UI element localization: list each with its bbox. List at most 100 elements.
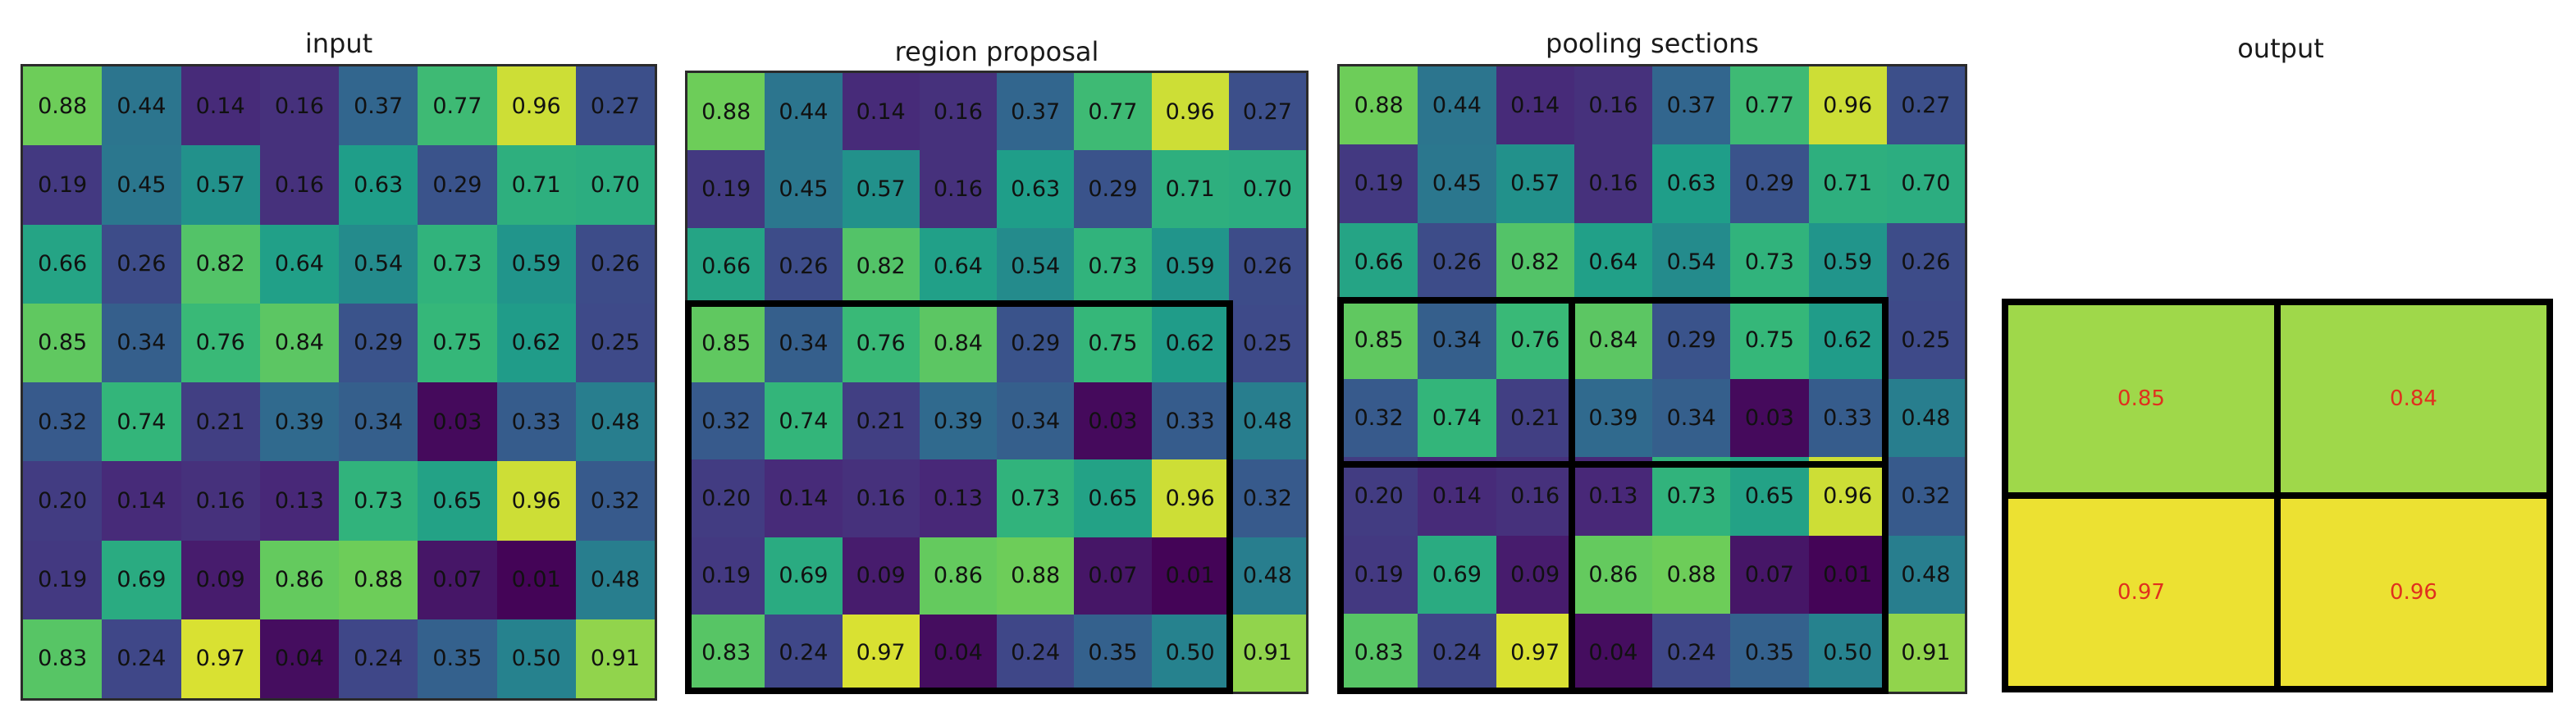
matrix-cell: 0.21	[842, 382, 920, 460]
matrix-cell: 0.16	[180, 461, 260, 541]
matrix-cell: 0.71	[1808, 144, 1887, 223]
matrix-cell: 0.13	[1573, 457, 1652, 536]
matrix-cell: 0.75	[1730, 300, 1809, 379]
matrix-cell: 0.69	[102, 540, 181, 619]
matrix-cell: 0.21	[180, 382, 260, 462]
matrix-cell: 0.26	[102, 224, 181, 304]
matrix-cell: 0.13	[259, 461, 339, 541]
matrix-cell: 0.54	[1652, 222, 1731, 301]
matrix-cell: 0.48	[1886, 379, 1965, 458]
matrix-cell: 0.32	[1340, 379, 1418, 458]
matrix-cell: 0.70	[1886, 144, 1965, 223]
matrix-cell: 0.07	[1074, 537, 1152, 615]
output-title: output	[2237, 33, 2324, 64]
output-cell-1-1: 0.96	[2281, 499, 2546, 686]
matrix-cell: 0.65	[418, 461, 497, 541]
matrix-cell: 0.48	[1228, 537, 1306, 615]
matrix-cell: 0.57	[180, 145, 260, 225]
matrix-cell: 0.70	[1228, 150, 1306, 228]
matrix-cell: 0.25	[1228, 304, 1306, 382]
matrix-cell: 0.26	[765, 227, 843, 305]
matrix-cell: 0.37	[1652, 66, 1731, 145]
matrix-cell: 0.19	[687, 150, 765, 228]
matrix-cell: 0.16	[1573, 66, 1652, 145]
matrix-cell: 0.44	[1418, 66, 1496, 145]
matrix-cell: 0.65	[1730, 457, 1809, 536]
matrix-cell: 0.37	[339, 66, 418, 146]
matrix-cell: 0.37	[997, 73, 1075, 151]
matrix-cell: 0.77	[418, 66, 497, 146]
matrix-cell: 0.16	[1573, 144, 1652, 223]
matrix-cell: 0.14	[102, 461, 181, 541]
matrix-cell: 0.32	[1228, 459, 1306, 537]
matrix-cell: 0.86	[259, 540, 339, 619]
matrix-cell: 0.71	[1151, 150, 1229, 228]
matrix-cell: 0.74	[102, 382, 181, 462]
matrix-cell: 0.27	[575, 66, 655, 146]
matrix-cell: 0.29	[418, 145, 497, 225]
matrix-cell: 0.34	[339, 382, 418, 462]
matrix-cell: 0.84	[259, 303, 339, 382]
matrix-cell: 0.20	[1340, 457, 1418, 536]
matrix-cell: 0.96	[1808, 66, 1887, 145]
matrix-cell: 0.91	[575, 619, 655, 698]
matrix-cell: 0.44	[102, 66, 181, 146]
matrix-cell: 0.20	[687, 459, 765, 537]
matrix-cell: 0.50	[1808, 613, 1887, 692]
matrix-cell: 0.24	[997, 614, 1075, 692]
matrix-cell: 0.85	[1340, 300, 1418, 379]
matrix-cell: 0.88	[339, 540, 418, 619]
matrix-cell: 0.62	[1151, 304, 1229, 382]
matrix-cell: 0.82	[1496, 222, 1574, 301]
matrix-cell: 0.96	[1808, 457, 1887, 536]
matrix-cell: 0.69	[1418, 535, 1496, 614]
matrix-cell: 0.39	[1573, 379, 1652, 458]
matrix-cell: 0.96	[1151, 73, 1229, 151]
matrix-cell: 0.73	[1730, 222, 1809, 301]
matrix-cell: 0.04	[919, 614, 997, 692]
matrix-cell: 0.26	[575, 224, 655, 304]
matrix-cell: 0.85	[687, 304, 765, 382]
matrix-cell: 0.26	[1886, 222, 1965, 301]
matrix-cell: 0.57	[1496, 144, 1574, 223]
matrix-cell: 0.76	[1496, 300, 1574, 379]
matrix-cell: 0.63	[997, 150, 1075, 228]
matrix-cell: 0.24	[339, 619, 418, 698]
matrix-cell: 0.66	[23, 224, 103, 304]
input-grid: 0.88 0.44 0.14 0.16 0.37 0.77 0.96 0.27 0.19 0.45…	[21, 64, 657, 701]
matrix-cell: 0.16	[259, 145, 339, 225]
matrix-cell: 0.14	[842, 73, 920, 151]
matrix-cell: 0.50	[1151, 614, 1229, 692]
matrix-cell: 0.33	[1151, 382, 1229, 460]
matrix-cell: 0.32	[23, 382, 103, 462]
matrix-cell: 0.27	[1228, 73, 1306, 151]
matrix-cell: 0.59	[496, 224, 576, 304]
matrix-cell: 0.16	[259, 66, 339, 146]
matrix-cell: 0.32	[1886, 457, 1965, 536]
matrix-cell: 0.86	[1573, 535, 1652, 614]
output-cell-0-0: 0.85	[2008, 305, 2274, 492]
matrix-cell: 0.45	[102, 145, 181, 225]
matrix-cell: 0.48	[575, 382, 655, 462]
matrix-cell: 0.29	[997, 304, 1075, 382]
matrix-cell: 0.74	[765, 382, 843, 460]
matrix-cell: 0.97	[180, 619, 260, 698]
matrix-cell: 0.19	[23, 145, 103, 225]
matrix-cell: 0.69	[765, 537, 843, 615]
matrix-cell: 0.21	[1496, 379, 1574, 458]
matrix-cell: 0.29	[1652, 300, 1731, 379]
matrix-cell: 0.20	[23, 461, 103, 541]
matrix-cell: 0.64	[919, 227, 997, 305]
matrix-cell: 0.77	[1074, 73, 1152, 151]
matrix-cell: 0.14	[1418, 457, 1496, 536]
matrix-cell: 0.76	[842, 304, 920, 382]
matrix-cell: 0.83	[687, 614, 765, 692]
matrix-cell: 0.57	[842, 150, 920, 228]
matrix-cell: 0.03	[1074, 382, 1152, 460]
matrix-cell: 0.34	[1418, 300, 1496, 379]
input-title: input	[304, 28, 373, 59]
matrix-cell: 0.19	[1340, 535, 1418, 614]
matrix-cell: 0.54	[339, 224, 418, 304]
matrix-cell: 0.19	[687, 537, 765, 615]
matrix-cell: 0.32	[575, 461, 655, 541]
